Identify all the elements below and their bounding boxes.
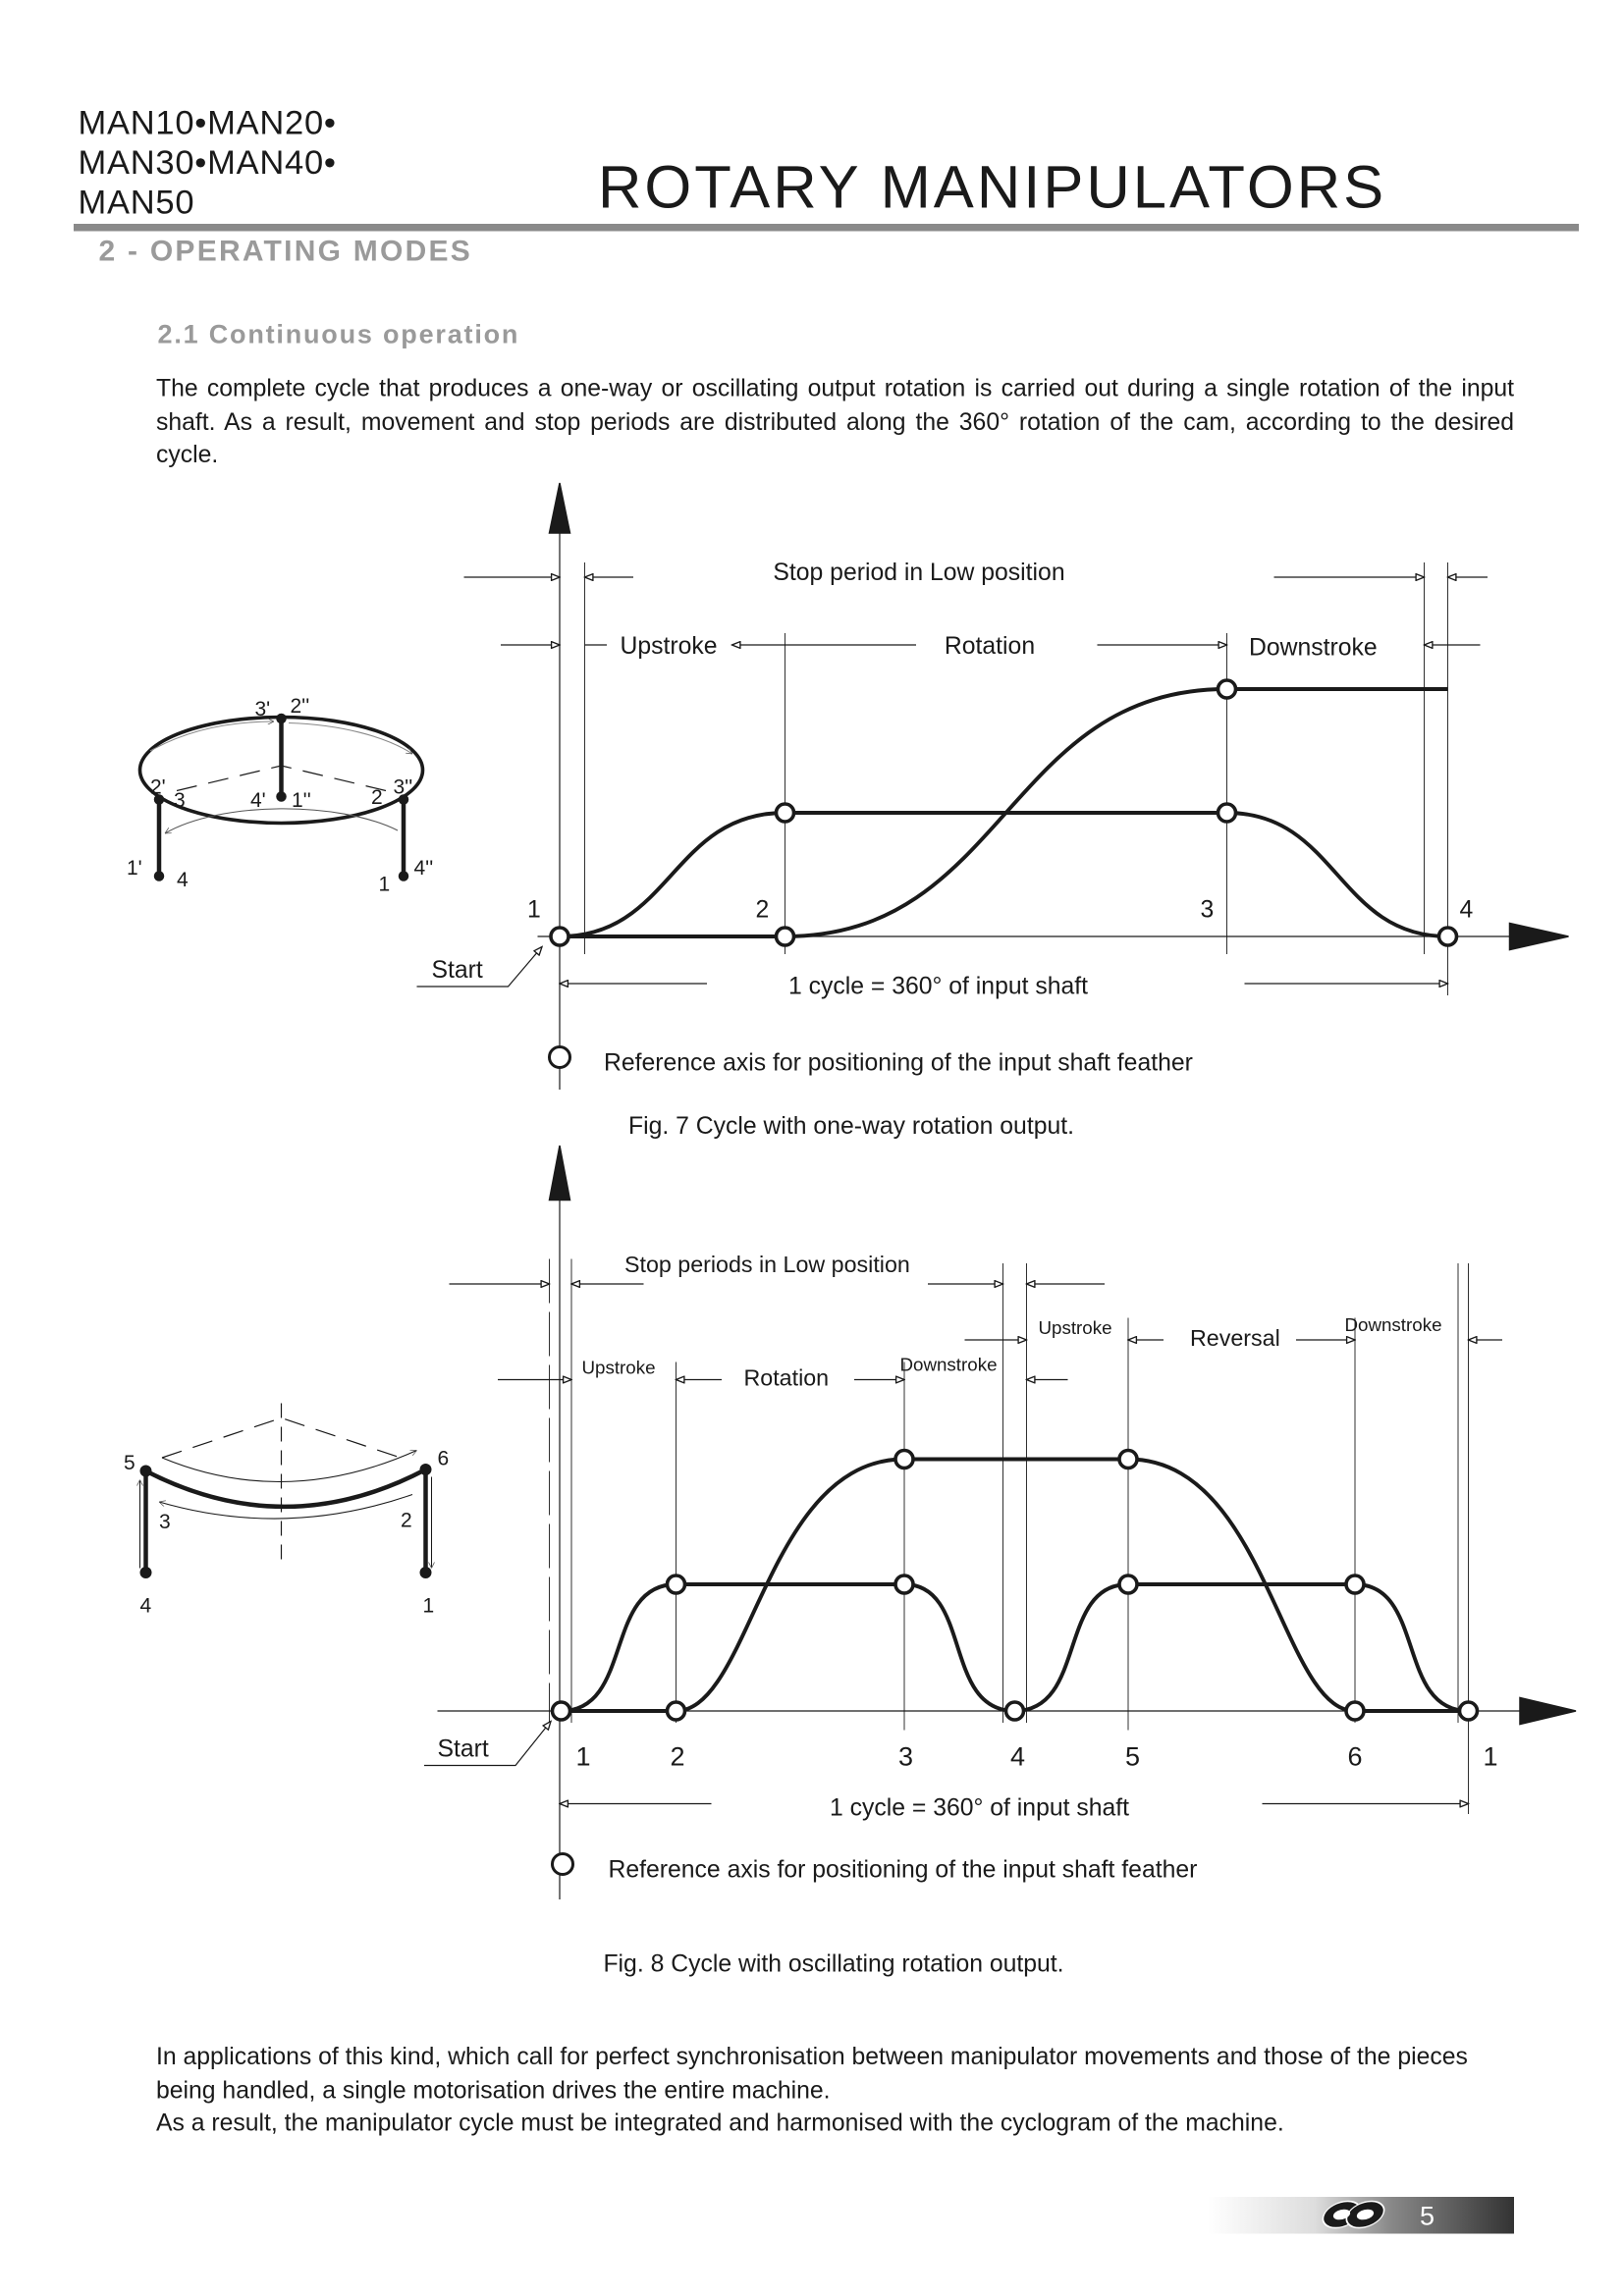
- closing-text: As a result, the manipulator cycle must …: [156, 2109, 1284, 2137]
- svg-text:4': 4': [250, 789, 266, 812]
- point-label: 1: [575, 1742, 590, 1772]
- stroke-curve: [561, 1582, 1469, 1713]
- svg-text:1: 1: [379, 874, 391, 896]
- cycle-label: 1 cycle = 360° of input shaft: [830, 1795, 1129, 1822]
- point-label: 1: [527, 897, 541, 924]
- reference-label: Reference axis for positioning of the in…: [604, 1050, 1193, 1077]
- point-label: 2: [670, 1742, 684, 1772]
- document-title: ROTARY MANIPULATORS: [598, 153, 1387, 221]
- rotation-curve: [561, 1457, 1469, 1713]
- svg-text:1'': 1'': [292, 789, 311, 812]
- point-label: 1: [1483, 1742, 1497, 1772]
- header-rule: [74, 224, 1579, 232]
- motion-curves: [561, 1457, 1469, 1713]
- point-label: 2: [756, 897, 770, 924]
- phase-label: Downstroke: [1345, 1314, 1442, 1335]
- phase-label: Rotation: [945, 633, 1035, 660]
- stop-label: Stop periods in Low position: [624, 1252, 910, 1277]
- start-leader: [424, 1722, 551, 1767]
- phase-label: Downstroke: [900, 1355, 998, 1375]
- start-leader: [416, 947, 543, 988]
- phase-label: Reversal: [1190, 1325, 1280, 1351]
- fig7-diagram: [416, 482, 1569, 1090]
- svg-text:3: 3: [174, 789, 186, 812]
- dimension-arrows: [463, 577, 1488, 984]
- closing-text: In applications of this kind, which call…: [156, 2044, 1468, 2104]
- model-list: MAN10•MAN20• MAN30•MAN40• MAN50: [79, 103, 337, 223]
- phase-label: Upstroke: [621, 633, 718, 660]
- model-line: MAN30•MAN40•: [78, 142, 337, 182]
- stroke-curve: [559, 811, 1448, 938]
- svg-text:3'': 3'': [394, 776, 413, 799]
- phase-label: Upstroke: [582, 1358, 656, 1378]
- point-label: 5: [1125, 1742, 1140, 1772]
- page-number: 5: [1420, 2202, 1435, 2231]
- model-line: MAN50: [78, 183, 195, 221]
- point-label: 6: [1347, 1742, 1362, 1772]
- reference-circle-icon: [551, 1852, 574, 1876]
- model-line: MAN10•MAN20•: [78, 103, 337, 141]
- svg-text:4: 4: [140, 1595, 152, 1618]
- svg-text:3: 3: [159, 1511, 171, 1533]
- cycle-label: 1 cycle = 360° of input shaft: [788, 974, 1088, 1000]
- svg-text:2'': 2'': [291, 695, 310, 718]
- svg-text:2: 2: [371, 786, 383, 809]
- motion-curves: [559, 687, 1448, 938]
- figure-caption: Fig. 8 Cycle with oscillating rotation o…: [603, 1951, 1063, 1978]
- svg-text:1: 1: [423, 1595, 435, 1618]
- reference-circle-icon: [548, 1045, 571, 1069]
- svg-text:6: 6: [438, 1448, 450, 1470]
- fig8-diagram: [424, 1145, 1577, 1899]
- svg-text:5: 5: [124, 1452, 135, 1474]
- y-axis-arrow-icon: [548, 482, 571, 534]
- cycle-points: [549, 678, 1459, 947]
- start-label: Start: [438, 1736, 489, 1763]
- guide-lines: [584, 562, 1448, 995]
- guide-lines: [549, 1258, 1469, 1814]
- stop-label: Stop period in Low position: [773, 560, 1064, 586]
- point-label: 3: [1201, 897, 1215, 924]
- fig8-labels: Stop periods in Low position Upstroke Ro…: [438, 1252, 1498, 1978]
- phase-label: Downstroke: [1249, 635, 1378, 662]
- reference-label: Reference axis for positioning of the in…: [609, 1857, 1198, 1884]
- figure-caption: Fig. 7 Cycle with one-way rotation outpu…: [628, 1113, 1074, 1140]
- fig7-labels: Stop period in Low position Upstroke Rot…: [432, 560, 1474, 1140]
- cycle-points: [550, 1448, 1480, 1722]
- subsection-heading: 2.1 Continuous operation: [157, 319, 520, 349]
- fig8-sketch: [140, 1403, 432, 1578]
- svg-text:1': 1': [127, 857, 142, 880]
- y-axis-arrow-icon: [548, 1145, 571, 1201]
- point-label: 4: [1010, 1742, 1025, 1772]
- svg-text:2': 2': [150, 776, 166, 799]
- company-logo: [1208, 2197, 1514, 2234]
- svg-text:2: 2: [401, 1510, 412, 1532]
- svg-text:3': 3': [255, 698, 271, 721]
- phase-label: Upstroke: [1039, 1317, 1112, 1338]
- fig7-sketch: [137, 713, 425, 881]
- section-heading: 2 - OPERATING MODES: [98, 236, 473, 268]
- closing-paragraph: In applications of this kind, which call…: [156, 2041, 1514, 2140]
- svg-text:4: 4: [177, 869, 189, 891]
- svg-text:4'': 4'': [414, 857, 434, 880]
- x-axis-arrow-icon: [1508, 922, 1569, 951]
- fig8-sketch-labels: 5 6 3 2 4 1: [124, 1448, 449, 1618]
- x-axis-arrow-icon: [1519, 1696, 1577, 1726]
- phase-label: Rotation: [744, 1365, 830, 1391]
- point-label: 4: [1460, 897, 1474, 924]
- start-label: Start: [432, 957, 483, 984]
- dimension-arrows: [449, 1284, 1502, 1804]
- intro-paragraph: The complete cycle that produces a one-w…: [156, 375, 1514, 469]
- fig7-sketch-labels: 3' 2'' 2' 3 4' 1'' 2 3'' 1' 4 1 4'': [127, 695, 433, 896]
- point-label: 3: [898, 1742, 913, 1772]
